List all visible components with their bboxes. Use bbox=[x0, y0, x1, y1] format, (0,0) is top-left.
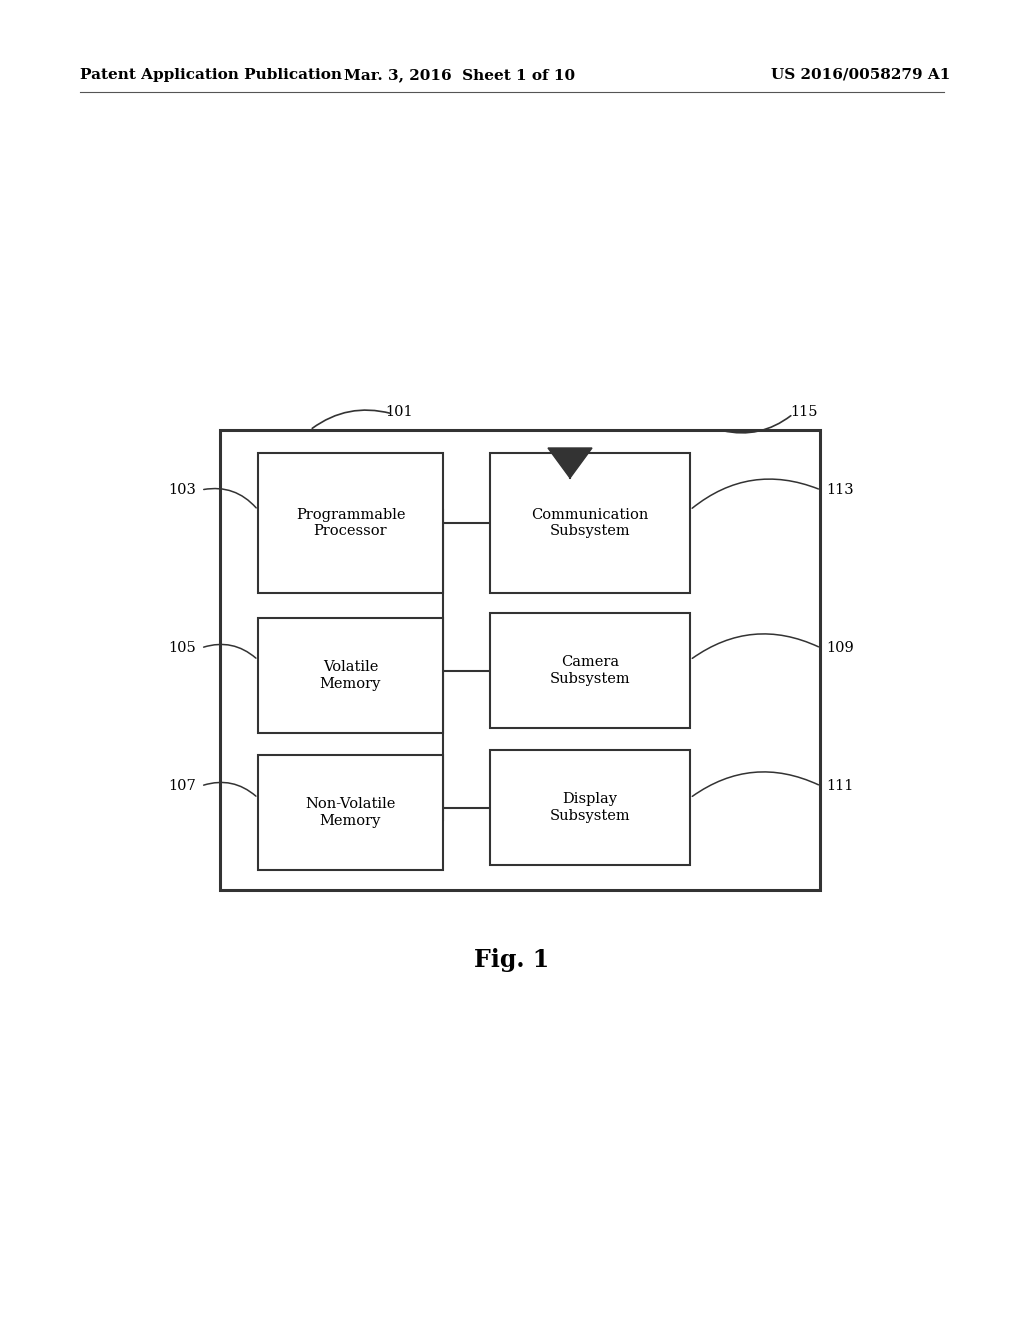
Text: Programmable
Processor: Programmable Processor bbox=[296, 508, 406, 539]
Text: Fig. 1: Fig. 1 bbox=[474, 948, 550, 972]
Bar bbox=[220, 430, 820, 890]
Text: 115: 115 bbox=[790, 405, 817, 418]
Text: 113: 113 bbox=[826, 483, 854, 498]
Text: Communication
Subsystem: Communication Subsystem bbox=[531, 508, 648, 539]
Bar bbox=[490, 612, 690, 729]
Text: 103: 103 bbox=[168, 483, 196, 498]
Bar bbox=[490, 453, 690, 593]
Text: Volatile
Memory: Volatile Memory bbox=[319, 660, 381, 690]
Text: 107: 107 bbox=[168, 779, 196, 793]
Text: Non-Volatile
Memory: Non-Volatile Memory bbox=[305, 797, 395, 828]
Bar bbox=[258, 618, 443, 733]
Bar bbox=[258, 755, 443, 870]
Polygon shape bbox=[548, 447, 592, 478]
Text: 105: 105 bbox=[168, 642, 196, 655]
Text: Display
Subsystem: Display Subsystem bbox=[550, 792, 631, 822]
Bar bbox=[258, 453, 443, 593]
Text: 109: 109 bbox=[826, 642, 854, 655]
Text: US 2016/0058279 A1: US 2016/0058279 A1 bbox=[771, 69, 950, 82]
Text: 101: 101 bbox=[385, 405, 413, 418]
Bar bbox=[490, 750, 690, 865]
Text: 111: 111 bbox=[826, 779, 853, 793]
Text: Camera
Subsystem: Camera Subsystem bbox=[550, 656, 631, 685]
Text: Mar. 3, 2016  Sheet 1 of 10: Mar. 3, 2016 Sheet 1 of 10 bbox=[344, 69, 575, 82]
Text: Patent Application Publication: Patent Application Publication bbox=[80, 69, 342, 82]
